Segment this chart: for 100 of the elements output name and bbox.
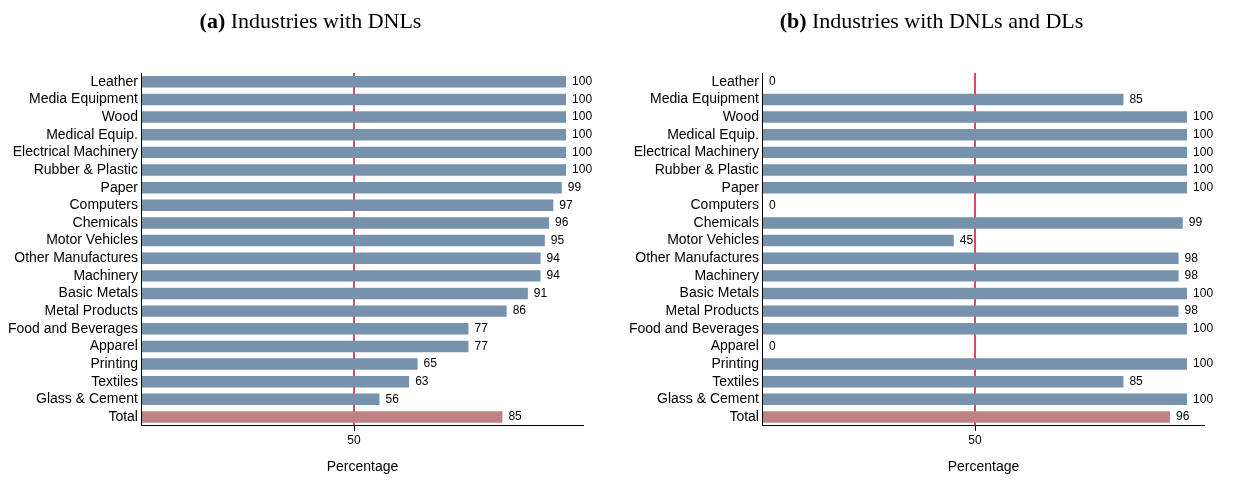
- bar: [141, 305, 507, 317]
- bar: [762, 411, 1171, 423]
- y-tick-label: Other Manufactures: [635, 249, 759, 266]
- bar: [762, 217, 1183, 229]
- bar: [762, 393, 1188, 406]
- y-tick-label: Motor Vehicles: [667, 231, 759, 248]
- data-label: 77: [474, 338, 489, 353]
- y-tick-label: Paper: [721, 178, 760, 195]
- bar: [762, 287, 1188, 300]
- bar: [762, 234, 954, 247]
- y-tick-label: Rubber & Plastic: [654, 160, 759, 177]
- y-tick-label: Glass & Cement: [36, 390, 139, 407]
- y-tick-label: Food and Beverages: [7, 319, 138, 336]
- bar: [141, 129, 567, 141]
- data-label: 94: [546, 250, 561, 265]
- data-label: 85: [508, 409, 523, 424]
- y-tick-label: Basic Metals: [58, 284, 138, 301]
- y-tick-label: Machinery: [694, 266, 759, 283]
- bar: [141, 393, 380, 406]
- y-tick-label: Textiles: [712, 372, 759, 389]
- data-label: 100: [572, 162, 593, 177]
- data-label: 100: [572, 91, 593, 106]
- data-label: 98: [1184, 250, 1199, 265]
- bar: [141, 111, 567, 123]
- y-tick-label: Total: [108, 407, 138, 424]
- bar: [141, 411, 503, 423]
- bar: [141, 76, 567, 88]
- y-tick-label: Machinery: [73, 266, 138, 283]
- bar: [141, 217, 550, 229]
- y-tick-label: Other Manufactures: [14, 249, 138, 266]
- y-tick-label: Computers: [69, 196, 138, 213]
- y-tick-label: Motor Vehicles: [46, 231, 138, 248]
- data-label: 65: [423, 356, 438, 371]
- data-label: 0: [768, 338, 776, 353]
- data-label: 96: [1176, 409, 1190, 424]
- y-tick-label: Basic Metals: [679, 284, 759, 301]
- y-tick-label: Printing: [90, 354, 138, 371]
- data-label: 0: [768, 197, 776, 212]
- data-label: 98: [1184, 303, 1199, 318]
- data-label: 91: [533, 285, 548, 300]
- y-tick-label: Total: [729, 407, 759, 424]
- y-tick-label: Food and Beverages: [628, 319, 759, 336]
- y-tick-label: Metal Products: [665, 302, 759, 318]
- y-tick-label: Apparel: [710, 337, 759, 354]
- data-label: 100: [1193, 127, 1214, 142]
- y-tick-label: Glass & Cement: [657, 390, 760, 407]
- data-label: 77: [474, 321, 489, 336]
- bar: [762, 129, 1188, 141]
- y-tick-label: Paper: [100, 178, 139, 195]
- x-tick-label: 50: [347, 433, 361, 448]
- data-label: 63: [415, 374, 429, 389]
- data-label: 100: [572, 127, 593, 142]
- data-label: 99: [567, 179, 582, 194]
- data-label: 56: [385, 391, 400, 406]
- y-tick-label: Computers: [690, 196, 759, 213]
- data-label: 100: [1193, 179, 1214, 194]
- data-label: 95: [550, 232, 565, 247]
- y-tick-label: Leather: [90, 72, 139, 89]
- data-label: 100: [572, 74, 593, 89]
- y-tick-label: Chemicals: [693, 213, 759, 230]
- bar: [141, 199, 554, 212]
- x-tick-label: 50: [968, 433, 982, 448]
- chart-title: (b) Industries with DNLs and DLs: [778, 8, 1085, 34]
- data-label: 100: [1193, 109, 1214, 124]
- bar: [141, 234, 545, 247]
- x-axis-title: Percentage: [326, 458, 399, 475]
- data-label: 45: [959, 232, 974, 247]
- data-label: 96: [555, 215, 569, 230]
- y-tick-label: Rubber & Plastic: [33, 160, 138, 177]
- y-tick-label: Metal Products: [44, 302, 138, 318]
- bar: [762, 375, 1124, 388]
- data-label: 100: [1193, 356, 1214, 371]
- y-tick-label: Electrical Machinery: [12, 143, 138, 160]
- data-label: 100: [1193, 144, 1214, 159]
- data-label: 100: [1193, 321, 1214, 336]
- bar: [141, 358, 418, 370]
- bar: [141, 270, 541, 282]
- data-label: 100: [1193, 391, 1214, 406]
- y-tick-label: Media Equipment: [29, 90, 139, 107]
- bar: [141, 287, 528, 300]
- data-label: 0: [768, 74, 776, 89]
- bar: [141, 252, 541, 264]
- y-tick-label: Chemicals: [72, 213, 138, 230]
- bar: [762, 305, 1179, 317]
- data-label: 85: [1129, 91, 1144, 106]
- y-tick-label: Leather: [711, 72, 760, 89]
- chart-title: (a) Industries with DNLs: [198, 8, 423, 34]
- data-label: 86: [512, 303, 527, 318]
- bar: [762, 111, 1188, 123]
- bar: [762, 146, 1188, 159]
- y-tick-label: Wood: [722, 107, 759, 124]
- y-tick-label: Apparel: [89, 337, 138, 354]
- bar: [762, 358, 1188, 370]
- bar: [762, 181, 1188, 194]
- bar: [141, 181, 562, 194]
- bar: [762, 93, 1124, 106]
- y-tick-label: Medical Equip.: [667, 125, 759, 142]
- data-label: 99: [1188, 215, 1203, 230]
- bar: [141, 375, 410, 388]
- bar: [762, 323, 1188, 335]
